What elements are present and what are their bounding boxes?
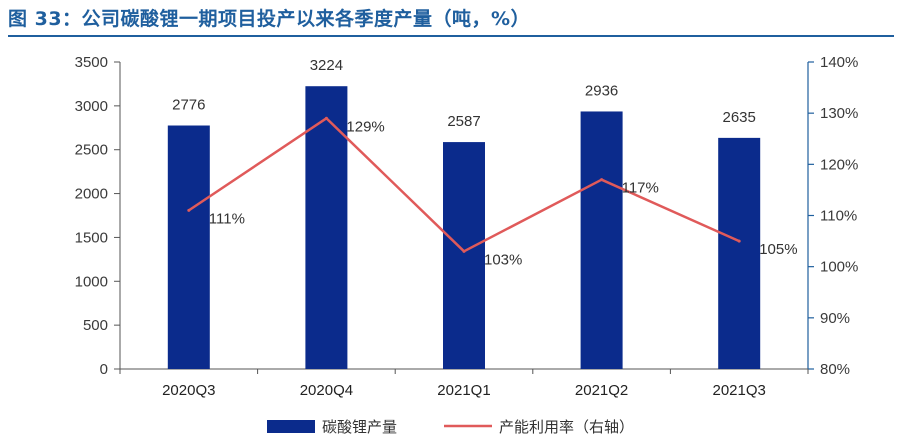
bar xyxy=(443,142,485,369)
left-axis-tick-label: 0 xyxy=(100,361,108,378)
right-axis-tick-label: 110% xyxy=(820,208,857,225)
labels-layer: 2776 3224 2587 2936 2635 111% 129% 103% 117% 105% xyxy=(172,57,797,268)
utilization-point xyxy=(462,249,466,253)
line-data-label: 111% xyxy=(209,210,245,227)
x-axis-tick-label: 2020Q4 xyxy=(300,382,353,399)
line-data-label: 129% xyxy=(346,118,384,135)
bar-data-label: 2587 xyxy=(447,113,480,130)
bars-layer xyxy=(167,86,761,370)
bar xyxy=(718,137,761,369)
legend-bar-label: 碳酸锂产量 xyxy=(322,418,397,436)
legend: 碳酸锂产量 产能利用率（右轴） xyxy=(267,418,634,436)
right-axis-tick-label: 90% xyxy=(820,310,850,327)
left-axis-tick-label: 2000 xyxy=(75,186,108,203)
x-axis-tick-label: 2021Q2 xyxy=(575,382,628,399)
line-data-label: 117% xyxy=(622,180,659,197)
left-axis-tick-label: 3000 xyxy=(75,98,108,115)
x-axis-tick-label: 2021Q3 xyxy=(713,382,766,399)
axes-layer: 0 500 1000 1500 2000 2500 3000 3500 80% 90% 100% 11… xyxy=(75,54,859,399)
right-axis-tick-label: 140% xyxy=(820,54,858,71)
left-axis-tick-label: 1500 xyxy=(75,229,108,246)
left-axis-tick-label: 3500 xyxy=(75,54,108,71)
left-axis-tick-label: 500 xyxy=(83,317,108,334)
utilization-point xyxy=(600,178,604,182)
bar-data-label: 3224 xyxy=(310,57,343,74)
utilization-point xyxy=(187,208,191,212)
utilization-point xyxy=(324,116,328,120)
line-layer xyxy=(187,116,741,253)
bar-data-label: 2936 xyxy=(585,82,618,99)
right-axis-tick-label: 120% xyxy=(820,156,858,173)
right-axis-tick-label: 100% xyxy=(820,259,858,276)
right-axis-tick-label: 130% xyxy=(820,105,858,122)
bar-data-label: 2635 xyxy=(723,109,756,126)
x-axis-tick-label: 2021Q1 xyxy=(437,382,490,399)
legend-bar-swatch xyxy=(267,420,315,433)
legend-line-label: 产能利用率（右轴） xyxy=(499,418,634,436)
right-axis-tick-label: 80% xyxy=(820,361,850,378)
left-axis-tick-label: 1000 xyxy=(75,273,108,290)
x-axis-tick-label: 2020Q3 xyxy=(162,382,215,399)
left-axis-tick-label: 2500 xyxy=(75,142,108,159)
title-underline xyxy=(8,35,894,37)
line-data-label: 103% xyxy=(484,251,522,268)
bar-data-label: 2776 xyxy=(172,97,205,114)
figure-title: 图 33：公司碳酸锂一期项目投产以来各季度产量（吨，%） xyxy=(8,8,531,30)
bar xyxy=(580,111,623,369)
bar xyxy=(167,125,210,369)
utilization-point xyxy=(737,239,741,243)
line-data-label: 105% xyxy=(759,241,797,258)
